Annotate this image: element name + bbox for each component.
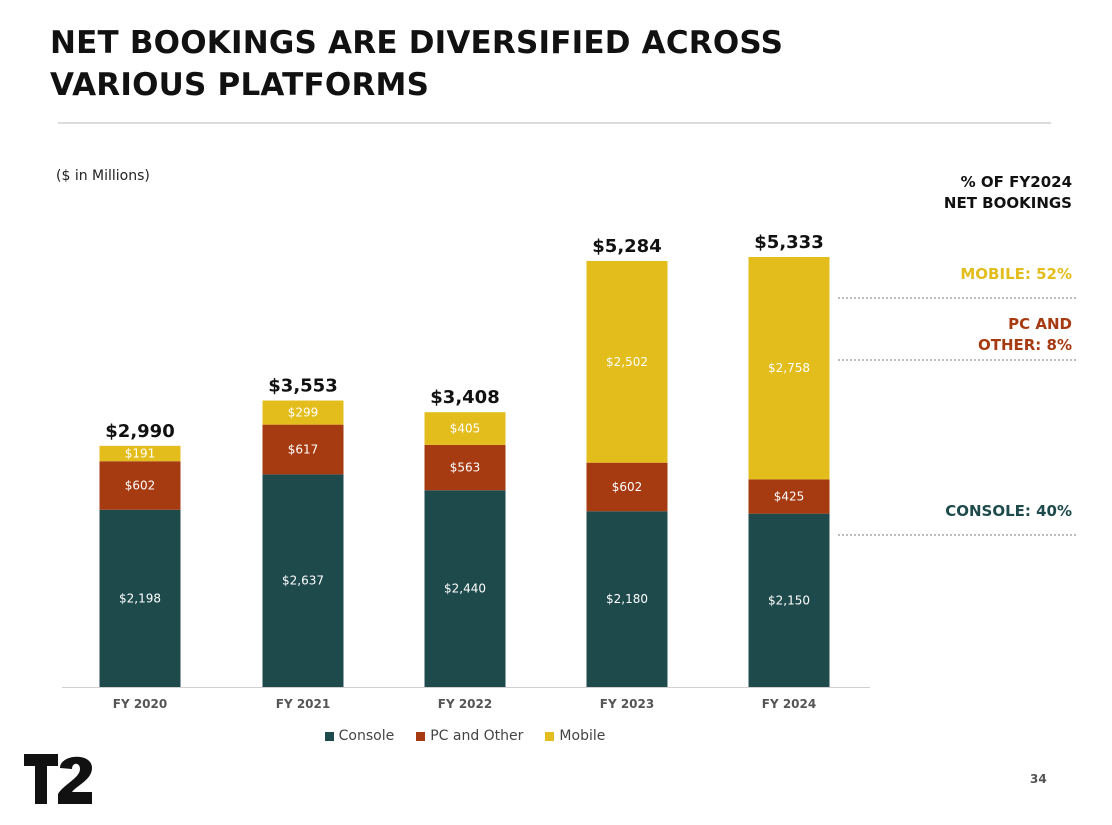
- total-value-label: $2,990: [105, 421, 174, 442]
- segment-value-label: $425: [774, 490, 805, 504]
- bar-segment: [586, 511, 668, 687]
- total-value-label: $5,284: [592, 236, 661, 257]
- bar-segment: [586, 462, 668, 512]
- bar-segment: [586, 260, 668, 463]
- segment-value-label: $602: [612, 480, 643, 494]
- x-tick-label: FY 2021: [276, 697, 330, 711]
- segment-value-label: $602: [125, 479, 156, 493]
- legend-label: Console: [338, 728, 395, 744]
- unit-note: ($ in Millions): [56, 168, 150, 184]
- page-number: 34: [1030, 772, 1047, 786]
- bar-segment: [262, 424, 344, 475]
- chart-legend: Console PC and Other Mobile: [0, 728, 930, 744]
- pc-divider: [838, 359, 1076, 361]
- bar-segment: [99, 445, 181, 462]
- total-value-label: $5,333: [754, 232, 823, 253]
- bar-segment: [424, 412, 506, 445]
- segment-value-label: $2,440: [444, 582, 486, 596]
- legend-label: Mobile: [559, 728, 606, 744]
- bar-segment: [262, 400, 344, 425]
- x-tick-label: FY 2020: [113, 697, 167, 711]
- console-divider: [838, 534, 1076, 536]
- segment-value-label: $2,758: [768, 361, 810, 375]
- legend-swatch: [324, 731, 334, 741]
- segment-value-label: $299: [288, 406, 319, 420]
- bar-segment: [99, 461, 181, 510]
- x-tick-label: FY 2024: [762, 697, 816, 711]
- console-percent-label: CONSOLE: 40%: [945, 502, 1072, 520]
- pc-percent-line2: OTHER: 8%: [977, 336, 1072, 354]
- segment-value-label: $2,637: [282, 574, 324, 588]
- title-divider: [58, 122, 1051, 124]
- segment-value-label: $405: [450, 422, 481, 436]
- legend-swatch: [416, 731, 426, 741]
- pc-percent-label: PC AND OTHER: 8%: [832, 314, 1072, 356]
- total-value-label: $3,408: [430, 387, 499, 408]
- segment-value-label: $2,180: [606, 592, 648, 606]
- page-title: NET BOOKINGS ARE DIVERSIFIED ACROSS VARI…: [50, 25, 784, 103]
- x-tick-label: FY 2023: [600, 697, 654, 711]
- legend-item: Console: [324, 728, 395, 744]
- t2-logo: [24, 754, 92, 804]
- segment-value-label: $617: [288, 443, 319, 457]
- segment-value-label: $2,150: [768, 593, 810, 607]
- legend-label: PC and Other: [430, 728, 524, 744]
- bar-segment: [262, 474, 344, 687]
- legend-item: PC and Other: [416, 728, 523, 744]
- bar-segment: [424, 490, 506, 687]
- segment-value-label: $2,198: [119, 591, 161, 605]
- percent-panel-heading: % OF FY2024 NET BOOKINGS: [832, 172, 1072, 214]
- mobile-percent-label: MOBILE: 52%: [960, 265, 1072, 283]
- x-tick-label: FY 2022: [438, 697, 492, 711]
- bar-segment: [424, 444, 506, 491]
- legend-item: Mobile: [545, 728, 605, 744]
- legend-swatch: [545, 731, 555, 741]
- bar-segment: [748, 479, 830, 514]
- bar-segment: [748, 513, 830, 687]
- percent-heading-line2: NET BOOKINGS: [943, 194, 1072, 212]
- segment-value-label: $191: [125, 447, 156, 461]
- segment-value-label: $563: [450, 461, 481, 475]
- total-value-label: $3,553: [268, 376, 337, 397]
- percent-heading-line1: % OF FY2024: [960, 173, 1072, 191]
- bar-segment: [99, 509, 181, 687]
- mobile-divider: [838, 297, 1076, 299]
- segment-value-label: $2,502: [606, 355, 648, 369]
- bar-segment: [748, 257, 830, 480]
- pc-percent-line1: PC AND: [1008, 315, 1072, 333]
